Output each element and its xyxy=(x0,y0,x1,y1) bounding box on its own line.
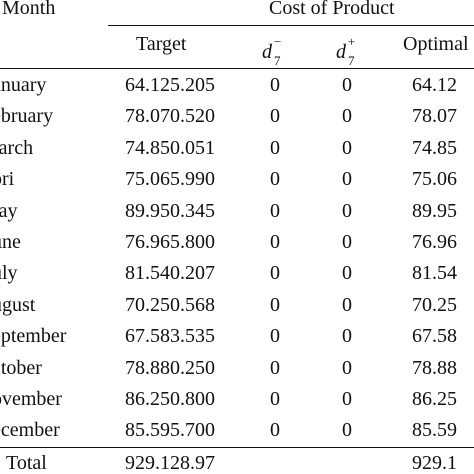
d7-plus-cell: 0 xyxy=(342,105,352,127)
optimal-cell: 67.58 xyxy=(412,325,457,347)
d7-plus-cell: 0 xyxy=(342,200,352,222)
d7-minus-cell: 0 xyxy=(270,325,280,347)
d7-plus-cell: 0 xyxy=(342,325,352,347)
d7-plus-superscript: + xyxy=(348,34,356,49)
month-column-header: Month xyxy=(2,0,56,19)
target-cell: 75.065.990 xyxy=(125,168,215,190)
d7-minus-cell: 0 xyxy=(270,168,280,190)
d7-plus-subscript: 7 xyxy=(348,53,355,68)
d7-plus-cell: 0 xyxy=(342,137,352,159)
target-cell: 67.583.535 xyxy=(125,325,215,347)
optimal-cell: 76.96 xyxy=(412,231,457,253)
target-cell: 89.950.345 xyxy=(125,200,215,222)
month-cell: ctober xyxy=(0,357,42,379)
month-cell: ecember xyxy=(0,419,60,441)
month-cell: eptember xyxy=(0,325,67,347)
month-cell: une xyxy=(0,231,21,253)
d7-plus-cell: 0 xyxy=(342,357,352,379)
d7-minus-cell: 0 xyxy=(270,419,280,441)
total-optimal-cell: 929.1 xyxy=(412,452,457,474)
target-cell: 74.850.051 xyxy=(125,137,215,159)
target-cell: 81.540.207 xyxy=(125,262,215,284)
optimal-cell: 78.88 xyxy=(412,357,457,379)
d7-minus-cell: 0 xyxy=(270,105,280,127)
d7-minus-cell: 0 xyxy=(270,294,280,316)
d7-plus-symbol: d xyxy=(336,41,346,63)
d7-plus-cell: 0 xyxy=(342,74,352,96)
optimal-cell: 81.54 xyxy=(412,262,457,284)
d7-plus-cell: 0 xyxy=(342,231,352,253)
optimal-column-header: Optimal xyxy=(403,33,469,55)
d7-minus-superscript: − xyxy=(274,34,282,49)
month-cell: ebruary xyxy=(0,105,54,127)
optimal-cell: 70.25 xyxy=(412,294,457,316)
total-label: Total xyxy=(6,452,47,474)
d7-plus-cell: 0 xyxy=(342,168,352,190)
month-cell: uly xyxy=(0,262,18,284)
optimal-cell: 85.59 xyxy=(412,419,457,441)
d7-minus-cell: 0 xyxy=(270,74,280,96)
month-cell: ugust xyxy=(0,294,36,316)
optimal-cell: 74.85 xyxy=(412,137,457,159)
optimal-cell: 64.12 xyxy=(412,74,457,96)
d7-minus-cell: 0 xyxy=(270,388,280,410)
d7-plus-cell: 0 xyxy=(342,262,352,284)
target-cell: 70.250.568 xyxy=(125,294,215,316)
cost-of-product-group-header: Cost of Product xyxy=(269,0,395,19)
month-cell: pri xyxy=(0,168,15,190)
target-cell: 78.880.250 xyxy=(125,357,215,379)
target-cell: 78.070.520 xyxy=(125,105,215,127)
target-cell: 64.125.205 xyxy=(125,74,215,96)
target-cell: 86.250.800 xyxy=(125,388,215,410)
d7-minus-cell: 0 xyxy=(270,200,280,222)
optimal-cell: 89.95 xyxy=(412,200,457,222)
d7-minus-cell: 0 xyxy=(270,231,280,253)
optimal-cell: 78.07 xyxy=(412,105,457,127)
d7-plus-column-header: d + 7 xyxy=(336,35,355,67)
optimal-cell: 75.06 xyxy=(412,168,457,190)
d7-minus-cell: 0 xyxy=(270,357,280,379)
target-column-header: Target xyxy=(136,33,187,55)
d7-minus-subscript: 7 xyxy=(274,53,281,68)
month-cell: ovember xyxy=(0,388,62,410)
optimal-cell: 86.25 xyxy=(412,388,457,410)
total-top-rule xyxy=(0,447,474,448)
d7-minus-symbol: d xyxy=(262,41,272,63)
d7-plus-cell: 0 xyxy=(342,294,352,316)
header-bottom-rule xyxy=(0,68,474,69)
d7-minus-cell: 0 xyxy=(270,262,280,284)
target-cell: 85.595.700 xyxy=(125,419,215,441)
d7-minus-column-header: d − 7 xyxy=(262,35,281,67)
d7-minus-cell: 0 xyxy=(270,137,280,159)
month-cell: anuary xyxy=(0,74,47,96)
target-cell: 76.965.800 xyxy=(125,231,215,253)
month-cell: Iarch xyxy=(0,137,34,159)
total-target-cell: 929.128.97 xyxy=(125,452,215,474)
group-header-rule xyxy=(108,25,474,26)
d7-plus-cell: 0 xyxy=(342,419,352,441)
month-cell: Iay xyxy=(0,200,18,222)
d7-plus-cell: 0 xyxy=(342,388,352,410)
